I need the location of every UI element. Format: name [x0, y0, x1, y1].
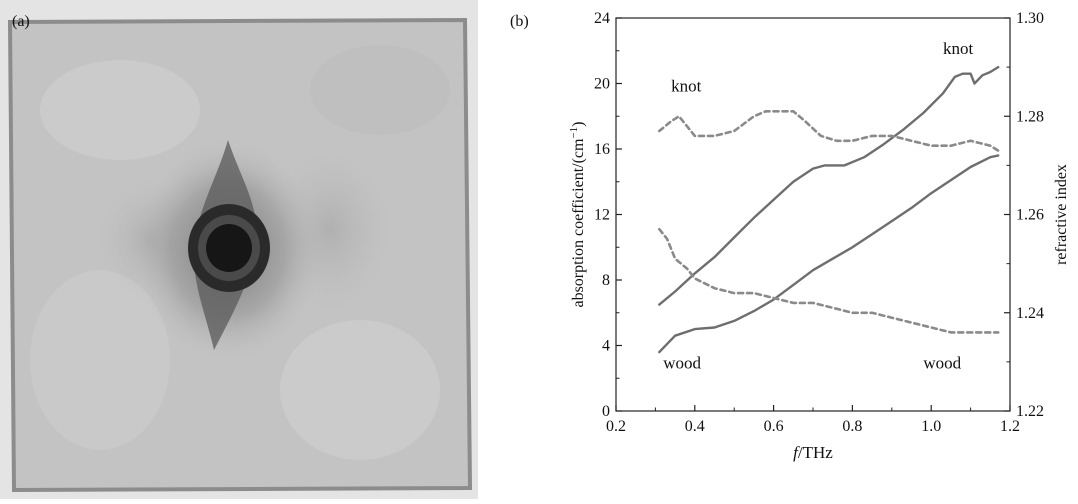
y2-tick-label: 1.24	[1016, 305, 1044, 322]
y-tick-label: 4	[602, 338, 610, 355]
series-knot-dashed	[658, 110, 1000, 152]
knot-core	[206, 224, 252, 272]
x-tick-label: 1.0	[921, 418, 941, 435]
annotation-knot-solid: knot	[943, 39, 974, 58]
series-knot-solid	[658, 65, 1000, 306]
y2-tick-label: 1.28	[1016, 108, 1044, 125]
panel-a-label: (a)	[12, 13, 30, 30]
panel-b-label: (b)	[510, 13, 529, 30]
panel-b-chart: (b) 0.2 0.4 0.6 0.8 1.0 1.2 0 4 8 12 16 20 24 1.22 1.2…	[500, 0, 1078, 499]
y-tick-label: 20	[594, 76, 610, 93]
y2-axis-label: refractive index	[1053, 164, 1070, 265]
series-wood-solid	[658, 154, 1000, 354]
x-tick-label: 0.4	[685, 418, 705, 435]
annotation-wood-left: wood	[663, 353, 701, 372]
y-axis-label-sup: −1	[568, 127, 580, 139]
series-wood-dashed	[658, 227, 1000, 334]
y-tick-label: 0	[602, 403, 610, 420]
annotations-layer: knot knot wood wood	[663, 39, 973, 372]
y-axis-label-main: absorption coefficient/(cm	[570, 138, 587, 308]
y-tick-label: 8	[602, 272, 610, 289]
y-tick-label: 16	[594, 141, 610, 158]
x-tick-label: 1.2	[1000, 418, 1020, 435]
y-tick-label: 12	[594, 207, 610, 224]
x-tick-label: 0.8	[842, 418, 862, 435]
y2-tick-label: 1.22	[1016, 403, 1044, 420]
y2-tick-label: 1.26	[1016, 207, 1044, 224]
x-axis-label: f/THz	[793, 443, 833, 462]
y2-tick-label: 1.30	[1016, 10, 1044, 27]
y-tick-label: 24	[594, 10, 610, 27]
y-axis-label-end: )	[570, 121, 587, 126]
axes: 0.2 0.4 0.6 0.8 1.0 1.2 0 4 8 12 16 20 24 1.22 1.24 1.2…	[594, 10, 1044, 435]
panel-a-photo: (a)	[0, 0, 478, 499]
x-axis-label-unit: /THz	[798, 443, 833, 462]
annotation-wood-right: wood	[923, 353, 961, 372]
x-tick-label: 0.6	[764, 418, 784, 435]
wood-board-photo: (a)	[0, 0, 478, 499]
x-axis-label-symbol: f	[793, 443, 800, 462]
series-layer	[658, 65, 1000, 354]
y-axis-label: absorption coefficient/(cm−1)	[568, 121, 587, 307]
annotation-knot-dashed: knot	[671, 77, 702, 96]
x-tick-label: 0.2	[606, 418, 626, 435]
chart-svg: (b) 0.2 0.4 0.6 0.8 1.0 1.2 0 4 8 12 16 20 24 1.22 1.2…	[510, 10, 1070, 462]
